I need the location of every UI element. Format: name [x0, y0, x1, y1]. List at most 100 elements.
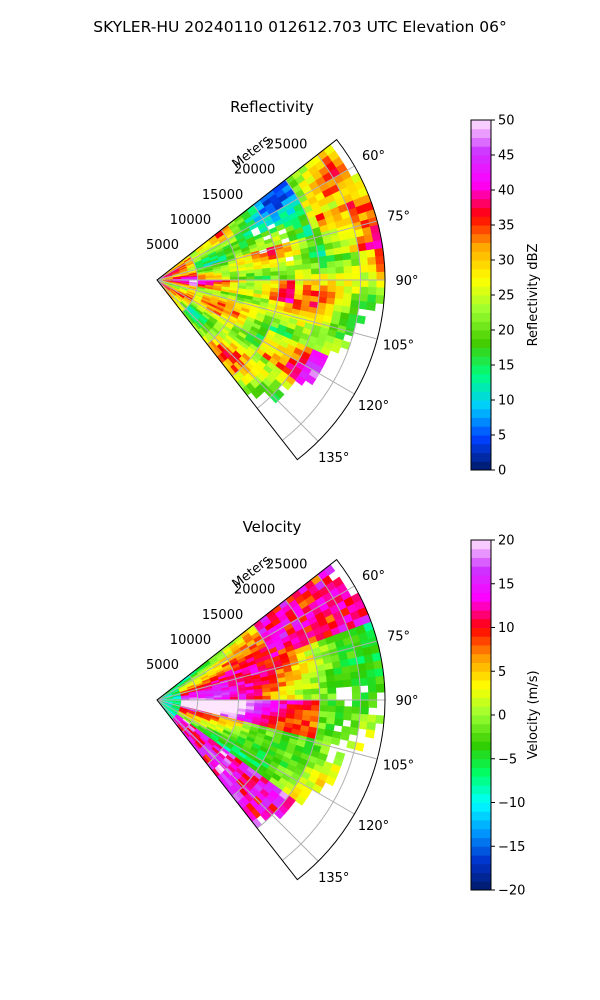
- colorbar-segment: [471, 680, 491, 690]
- radar-cell: [254, 699, 264, 705]
- panel-reflectivity: Reflectivity500010000150002000025000Mete…: [146, 98, 541, 479]
- radar-cell: [374, 667, 385, 678]
- colorbar-segment: [471, 837, 491, 847]
- colorbar: 0 5 10 15 20 25 30 35 40 45 50 Reflectivity dBZ: [470, 114, 541, 479]
- azimuth-tick-label: 135°: [318, 451, 349, 466]
- radar-cell: [319, 705, 329, 713]
- colorbar-segment: [471, 146, 491, 156]
- colorbar-segment: [471, 260, 491, 270]
- range-ring: [231, 204, 280, 377]
- colorbar-tick-label: 0: [498, 709, 506, 724]
- range-ring: [231, 624, 280, 797]
- colorbar-segment: [471, 723, 491, 733]
- radar-cell: [365, 729, 376, 739]
- azimuth-spoke: [156, 279, 378, 340]
- radar-cell: [352, 272, 361, 281]
- radar-cell: [262, 695, 272, 701]
- colorbar-segment: [471, 653, 491, 663]
- radar-cell: [318, 681, 328, 689]
- radar-cell: [262, 271, 272, 277]
- radar-cell: [376, 287, 386, 297]
- sector-outline: [156, 558, 386, 881]
- radar-cell: [376, 683, 386, 693]
- radar-cell: [294, 264, 304, 271]
- radar-cell: [286, 685, 296, 692]
- radar-cell: [351, 286, 361, 295]
- colorbar-segment: [471, 601, 491, 611]
- radar-cell: [302, 268, 312, 276]
- colorbar-segment: [471, 645, 491, 655]
- radar-cell: [319, 285, 329, 293]
- radar-cell: [246, 276, 256, 281]
- colorbar-tick-label: 15: [498, 577, 515, 592]
- radar-cell: [270, 271, 280, 277]
- polar-grid: [156, 154, 385, 442]
- radar-cell: [319, 267, 329, 275]
- colorbar-tick-label: 40: [498, 184, 515, 199]
- colorbar-segment: [471, 207, 491, 217]
- radar-cell: [278, 690, 288, 697]
- radar-cell: [302, 704, 312, 712]
- colorbar-segment: [471, 277, 491, 287]
- radar-cell: [360, 692, 370, 701]
- radar-cell: [319, 273, 329, 281]
- radar-cell: [339, 732, 350, 741]
- colorbar-segment: [471, 330, 491, 340]
- colorbar-segment: [471, 295, 491, 305]
- colorbar-segment: [471, 435, 491, 445]
- radar-cell: [311, 688, 321, 695]
- radar-cell: [250, 388, 261, 399]
- colorbar-segment: [471, 172, 491, 182]
- radar-cell: [351, 713, 361, 722]
- range-tick-label: 15000: [202, 608, 243, 623]
- radar-cell: [367, 294, 377, 304]
- radar-cell: [358, 670, 368, 680]
- radar-cell: [358, 720, 368, 730]
- azimuth-tick-label: 120°: [358, 399, 389, 414]
- azimuth-tick-label: 105°: [383, 759, 414, 774]
- radar-cell: [343, 279, 353, 288]
- radar-cell: [302, 688, 312, 696]
- radar-cell: [359, 286, 369, 296]
- radar-cell: [330, 736, 341, 746]
- radar-cell: [351, 265, 361, 274]
- radar-cell: [254, 695, 264, 701]
- radar-cell: [366, 721, 376, 731]
- range-ring: [181, 254, 199, 313]
- azimuth-spoke: [156, 640, 378, 701]
- colorbar-segment: [471, 820, 491, 830]
- range-tick-label: 5000: [146, 238, 179, 253]
- radar-cell: [270, 275, 280, 281]
- range-ring: [256, 179, 321, 409]
- radar-cell: [294, 795, 306, 806]
- colorbar-segment: [471, 408, 491, 418]
- azimuth-spoke: [156, 585, 355, 701]
- colorbar-segment: [471, 373, 491, 383]
- radar-cell: [305, 374, 317, 386]
- radar-cell: [366, 249, 376, 259]
- radar-cell: [358, 250, 368, 260]
- radar-cell: [319, 687, 329, 695]
- radar-cell: [368, 699, 378, 708]
- radar-cell: [327, 699, 337, 707]
- radar-cell: [342, 679, 353, 688]
- colorbar-segment: [471, 452, 491, 462]
- radar-cell: [286, 694, 296, 701]
- radar-cell: [327, 687, 337, 695]
- colorbar-segment: [471, 557, 491, 567]
- radar-cell: [342, 672, 352, 681]
- radar-cell: [343, 272, 353, 281]
- radar-cell: [326, 674, 336, 683]
- radar-cell: [303, 274, 313, 281]
- radar-cell: [327, 705, 337, 713]
- radar-field: [156, 564, 386, 829]
- radar-cell: [351, 678, 361, 687]
- range-ring: [282, 574, 362, 861]
- colorbar-segment: [471, 575, 491, 585]
- colorbar-label: Reflectivity dBZ: [526, 244, 541, 347]
- range-tick-label: 20000: [234, 163, 275, 178]
- colorbar-segment: [471, 592, 491, 602]
- range-ring: [282, 154, 362, 441]
- azimuth-tick-label: 135°: [318, 871, 349, 886]
- colorbar-segment: [471, 583, 491, 593]
